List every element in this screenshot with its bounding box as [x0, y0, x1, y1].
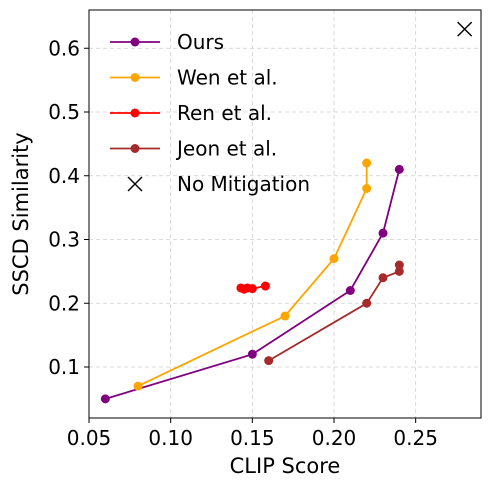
data-point-wen-et-al [329, 254, 339, 264]
data-point-ours [100, 394, 110, 404]
y-axis-label: SSCD Similarity [9, 132, 33, 295]
legend-label-no-mitigation: No Mitigation [177, 172, 310, 196]
data-point-jeon-et-al [264, 356, 274, 366]
data-point-wen-et-al [362, 158, 372, 168]
data-point-jeon-et-al [378, 273, 388, 283]
y-tick-label: 0.1 [48, 355, 80, 379]
y-tick-label: 0.2 [48, 291, 80, 315]
legend-entry-jeon-et-al: Jeon et al. [110, 137, 277, 161]
x-tick-label: 0.05 [67, 426, 112, 450]
y-tick-label: 0.4 [48, 164, 80, 188]
legend-marker-wen-et-al [130, 73, 140, 82]
ticks: 0.05 0.10 0.15 0.20 0.25 0.1 0.2 0.3 0.4 0.5 0.6 [48, 36, 438, 450]
legend-marker-ours [130, 37, 140, 47]
series-layer [100, 21, 473, 404]
data-point-no-mitigation [457, 21, 473, 37]
legend-entry-ren-et-al: Ren et al. [110, 101, 272, 125]
data-point-wen-et-al [133, 381, 143, 391]
series-wen-et-al [133, 158, 372, 391]
legend-entry-ours: Ours [110, 30, 224, 54]
x-tick-label: 0.25 [393, 426, 438, 450]
series-ours [100, 164, 404, 404]
legend-entry-no-mitigation: No Mitigation [127, 172, 310, 196]
legend-label-jeon-et-al: Jeon et al. [175, 137, 277, 161]
data-point-ren-et-al [260, 281, 270, 291]
y-tick-label: 0.6 [48, 36, 80, 60]
x-axis-label: CLIP Score [230, 454, 341, 478]
data-point-wen-et-al [280, 311, 290, 321]
legend-entry-wen-et-al: Wen et al. [110, 66, 278, 90]
series-ren-et-al [236, 281, 270, 294]
legend-label-wen-et-al: Wen et al. [177, 66, 278, 90]
data-point-jeon-et-al [394, 266, 404, 276]
data-point-ours [378, 228, 388, 238]
series-no-mitigation [457, 21, 473, 37]
data-point-ours [247, 349, 257, 359]
data-point-ours [394, 164, 404, 174]
data-point-jeon-et-al [394, 260, 404, 270]
legend-marker-ren-et-al [130, 108, 140, 118]
data-point-ours [345, 286, 355, 295]
data-point-jeon-et-al [362, 298, 372, 308]
grid [88, 10, 481, 418]
x-tick-label: 0.10 [148, 426, 193, 450]
legend-label-ours: Ours [177, 30, 224, 54]
legend-label-ren-et-al: Ren et al. [177, 101, 272, 125]
y-tick-label: 0.3 [48, 228, 80, 252]
data-point-ren-et-al [247, 284, 257, 294]
x-tick-label: 0.20 [312, 426, 357, 450]
legend: Ours Wen et al. Ren et al. Jeon et al. No Mi… [110, 30, 310, 196]
series-jeon-et-al [264, 260, 404, 366]
data-point-wen-et-al [362, 184, 372, 193]
y-tick-label: 0.5 [48, 100, 80, 124]
legend-marker-no-mitigation [127, 176, 143, 192]
plot-frame [88, 9, 482, 419]
x-tick-label: 0.15 [230, 426, 275, 450]
legend-marker-jeon-et-al [130, 144, 140, 153]
